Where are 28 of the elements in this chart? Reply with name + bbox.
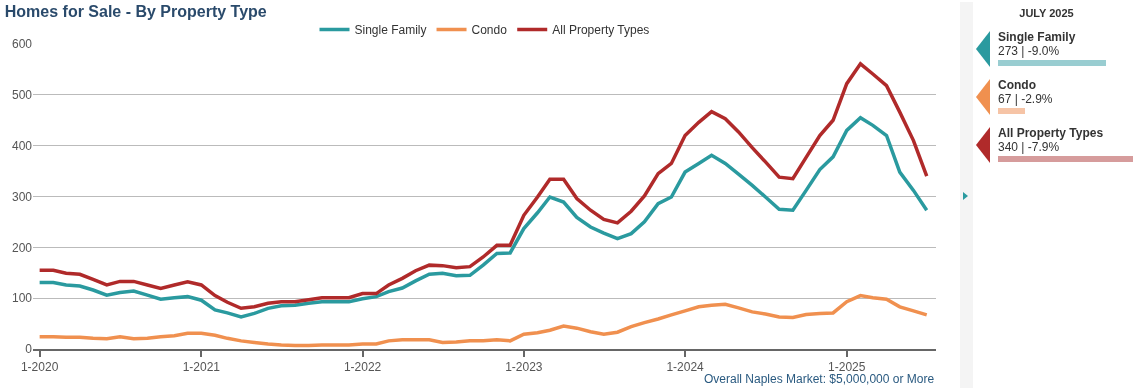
- chart-title: Homes for Sale - By Property Type: [4, 3, 267, 21]
- line-series: [37, 115, 929, 319]
- x-tick-label: 1-2024: [666, 360, 705, 375]
- legend-label: Condo: [471, 23, 508, 38]
- y-tick-label: 300: [11, 189, 33, 204]
- x-tick-label: 1-2022: [343, 360, 382, 375]
- data-label: 340 | -7.9%: [998, 140, 1060, 154]
- x-tick-label: 1-2025: [828, 360, 866, 375]
- x-tick-label: 1-2023: [505, 360, 543, 375]
- y-tick-label: 100: [11, 291, 33, 306]
- line-series: [37, 293, 929, 348]
- data-label: 67 | -2.9%: [998, 92, 1053, 106]
- x-tick-label: 1-2020: [20, 360, 59, 375]
- line-series: [37, 62, 929, 311]
- y-tick-label: Single Family: [998, 30, 1076, 44]
- legend-label: All Property Types: [552, 23, 650, 38]
- x-tick-label: 1-2021: [182, 360, 221, 375]
- legend-label: Single Family: [354, 23, 427, 38]
- y-tick-label: 400: [11, 138, 33, 153]
- data-label: 273 | -9.0%: [998, 44, 1060, 58]
- y-tick-label: Condo: [998, 78, 1036, 92]
- y-tick-label: 0: [25, 342, 33, 357]
- y-tick-label: 500: [11, 88, 33, 103]
- y-tick-label: 200: [11, 240, 33, 255]
- text: Overall Naples Market: $5,000,000 or More: [704, 372, 935, 386]
- chart-title: JULY 2025: [1018, 7, 1075, 19]
- y-tick-label: 600: [11, 37, 33, 52]
- y-tick-label: All Property Types: [998, 126, 1104, 140]
